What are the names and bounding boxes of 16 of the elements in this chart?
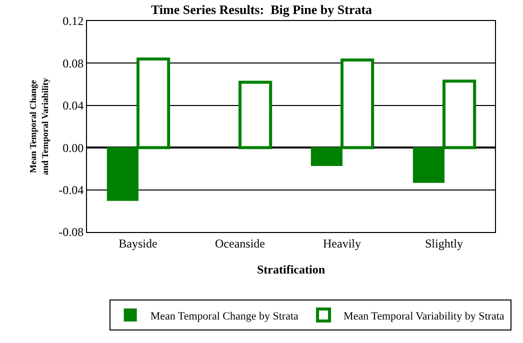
y-tick-label: 0.04 bbox=[62, 98, 84, 113]
x-axis-title: Stratification bbox=[257, 262, 326, 276]
y-tick-label: 0.00 bbox=[62, 140, 84, 155]
x-tick-label: Slightly bbox=[424, 236, 464, 250]
y-tick-label: -0.04 bbox=[58, 183, 84, 197]
x-tick-label: Bayside bbox=[118, 236, 158, 250]
y-tick-label: 0.12 bbox=[62, 14, 84, 28]
chart-title: Time Series Results: Big Pine by Strata bbox=[150, 2, 373, 18]
x-tick-label: Heavily bbox=[323, 236, 361, 250]
legend-label: Mean Temporal Variability by Strata bbox=[344, 310, 504, 322]
y-tick-label: 0.08 bbox=[62, 56, 84, 70]
legend-label: Mean Temporal Change by Strata bbox=[150, 310, 299, 322]
x-tick-label: Oceanside bbox=[215, 236, 265, 250]
bar bbox=[238, 80, 272, 150]
y-tick-label: -0.08 bbox=[58, 225, 84, 240]
y-axis-title: Mean Temporal Change and Temporal Variability bbox=[28, 77, 50, 176]
